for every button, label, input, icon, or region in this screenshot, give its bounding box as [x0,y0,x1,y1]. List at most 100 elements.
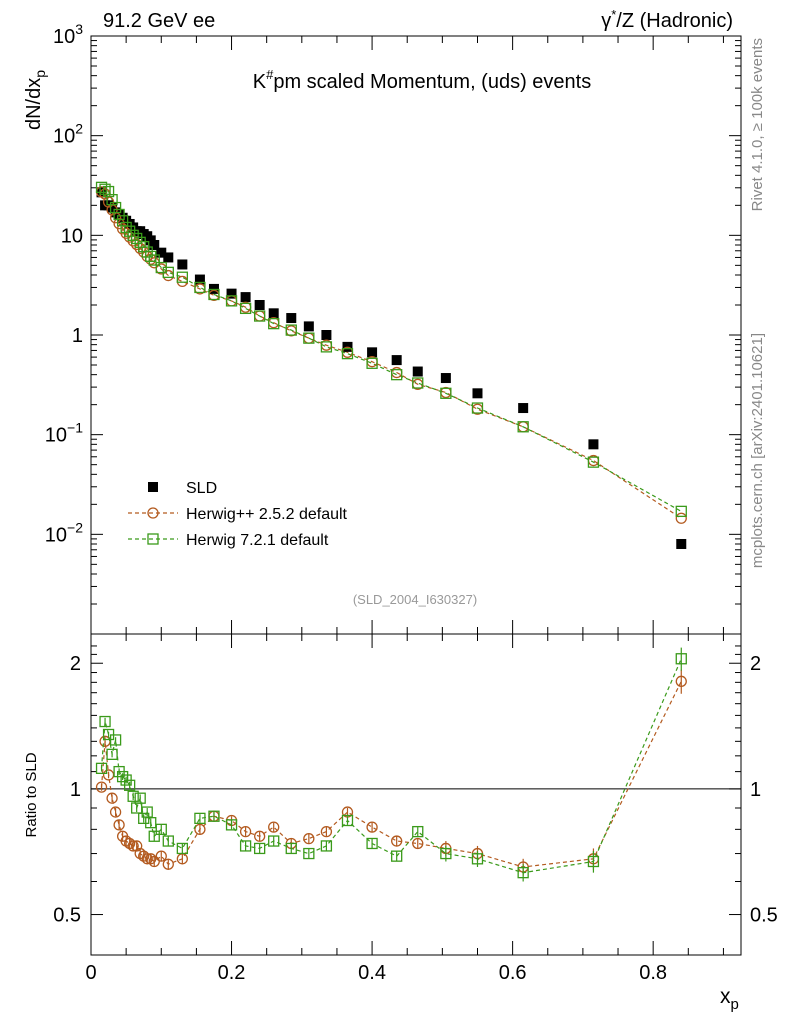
point-square [127,229,139,241]
ratio-point-circle [412,837,424,850]
point-square [208,288,220,301]
point-square [113,208,125,221]
y-tick-label-exp: 3 [75,21,83,37]
x-tick-label: 0.4 [358,962,386,984]
point-square [285,324,297,336]
legend-marker-circle [147,507,159,519]
ratio-x-axis: 0 0.2 0.4 0.6 0.8 [85,634,724,984]
ratio-point-circle [194,823,206,835]
point-data [412,366,423,377]
ratio-point-square [99,715,111,728]
point-square [587,456,600,468]
ratio-point-circle [113,819,125,831]
ratio-point-circle [127,840,139,852]
ratio-point-circle [320,825,333,838]
ratio-point-circle [106,792,118,804]
ratio-point-square [162,835,174,847]
ratio-point-square [148,830,160,842]
ratio-point-square [225,819,238,831]
ratio-point-square [675,653,687,665]
point-data [268,308,279,319]
ratio-point-square [440,847,452,860]
ratio-point-square [285,842,297,855]
ratio-point-circle [162,858,174,870]
point-square [145,250,157,263]
point-data [254,299,265,310]
series-line-1 [101,191,682,519]
point-circle [675,512,687,524]
point-square [225,295,238,307]
x-axis-label: xp [720,985,739,1013]
ratio-point-square [268,835,280,847]
ratio-point-circle [155,850,167,862]
y-tick-label-exp: 2 [75,121,83,137]
y-tick-label-base: 10 [53,26,75,48]
point-data [472,388,483,399]
ratio-point-circle [138,850,150,862]
point-square [106,194,118,206]
ratio-point-square [95,762,108,774]
ratio-point-circle [675,675,687,687]
energy-label: 91.2 GeV ee [103,10,215,32]
x-tick-label: 0.8 [639,962,667,984]
point-square [253,310,266,322]
ratio-point-square [303,847,315,860]
ratio-point-circle [123,837,136,850]
point-square [120,221,132,234]
point-square [134,236,146,249]
point-square [268,317,280,330]
point-square [675,505,687,518]
legend-label: SLD [186,480,217,497]
ratio-point-circle [303,832,315,845]
point-square [341,347,354,360]
y-tick-label-exp: −1 [67,420,83,436]
y-tick-label: 1 [72,325,83,347]
legend-marker-square [147,533,159,545]
ratio-point-circle [253,830,266,842]
ratio-point-circle [145,853,157,865]
y-axis-label-main: dN/dx [23,78,45,130]
point-square [391,369,403,381]
point-square [239,302,252,315]
ratio-point-square [116,770,129,783]
point-square [123,225,136,237]
point-data [391,355,402,366]
point-circle [285,325,297,337]
ratio-y-tick-label-right: 0.5 [750,905,778,927]
x-axis-label-sub: p [731,996,739,1013]
point-square [109,201,122,214]
process-label-prefix: γ [601,10,611,32]
point-data [518,403,529,414]
point-square [303,332,315,344]
plot-title: K#pm scaled Momentum, (uds) events [253,67,591,93]
point-data [367,347,378,358]
ratio-point-square [194,812,206,825]
main-x-ticks [90,36,724,634]
main-series [95,181,687,549]
y-tick-label: 103 [53,21,83,48]
ratio-point-square [155,823,167,835]
x-tick-label: 0.2 [218,962,246,984]
plot-title-suffix: pm scaled Momentum, (uds) events [273,71,591,93]
legend-marker-data [148,482,158,492]
y-tick-label: 10−1 [45,420,83,447]
point-data [194,274,205,285]
ratio-point-square [412,825,424,838]
ratio-point-square [239,840,252,852]
point-square [366,357,378,369]
ratio-point-square [391,850,403,862]
ratio-y-tick-label: 0.5 [53,905,81,927]
ratio-series [95,647,687,882]
point-square [471,402,484,414]
point-data [149,239,160,250]
point-data [440,373,451,384]
legend-label: Herwig 7.2.1 default [186,532,329,549]
x-tick-label: 0 [85,962,96,984]
point-square [99,183,111,195]
point-square [320,341,333,353]
ratio-point-square [127,790,139,802]
ratio-point-circle [366,821,378,833]
series-line-2 [101,186,682,512]
y-tick-label-exp: −2 [67,519,83,535]
